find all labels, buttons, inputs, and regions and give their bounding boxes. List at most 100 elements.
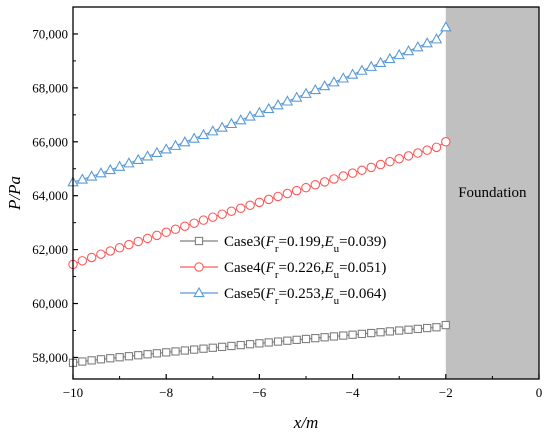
square-marker: [236, 340, 245, 350]
circle-marker: [357, 165, 367, 176]
series-case3: [68, 320, 450, 367]
square-marker: [404, 325, 413, 334]
circle-marker: [301, 182, 311, 193]
square-marker: [385, 327, 395, 336]
triangle-marker: [421, 37, 433, 48]
x-tick-label: −4: [346, 385, 360, 400]
square-marker: [217, 342, 227, 352]
triangle-marker: [160, 143, 172, 154]
square-marker: [78, 357, 87, 366]
square-marker: [339, 331, 348, 340]
triangle-marker: [272, 99, 284, 110]
square-marker: [180, 346, 189, 355]
circle-marker: [77, 256, 88, 266]
square-marker: [87, 356, 96, 365]
y-tick-label: 62,000: [32, 242, 68, 257]
triangle-marker: [430, 33, 443, 44]
circle-marker: [282, 188, 293, 199]
circle-marker: [375, 159, 386, 170]
circle-marker: [291, 185, 302, 196]
circle-marker: [413, 148, 423, 158]
y-tick-label: 70,000: [32, 26, 68, 41]
square-marker: [162, 348, 171, 357]
triangle-marker: [262, 102, 275, 114]
triangle-marker: [151, 146, 163, 158]
square-marker: [423, 323, 432, 333]
triangle-marker: [384, 52, 396, 64]
circle-marker: [86, 252, 97, 263]
triangle-marker: [141, 150, 154, 161]
legend: Case3(Fr=0.199,Eu=0.039) Case4(Fr=0.226,E…: [180, 234, 386, 307]
square-marker: [255, 339, 264, 348]
triangle-marker: [95, 167, 107, 178]
circle-marker: [217, 209, 227, 219]
square-marker: [367, 328, 376, 338]
circle-marker: [319, 177, 330, 187]
triangle-marker: [365, 60, 377, 71]
series-case5: [67, 21, 452, 187]
square-marker: [264, 338, 273, 347]
square-marker: [134, 351, 143, 360]
series-case4: [68, 137, 451, 270]
circle-marker: [245, 200, 255, 211]
y-tick-label: 60,000: [32, 296, 68, 311]
triangle-marker: [132, 153, 144, 165]
triangle-marker: [123, 157, 135, 168]
y-tick-label: 66,000: [32, 134, 68, 149]
series-layer: [67, 21, 452, 367]
circle-marker: [347, 168, 358, 178]
triangle-marker: [207, 125, 219, 136]
y-tick-label: 58,000: [32, 350, 68, 365]
circle-marker: [329, 174, 339, 184]
circle-marker: [254, 197, 265, 208]
circle-marker: [124, 239, 134, 250]
x-axis-label: x/m: [293, 413, 319, 432]
square-marker: [190, 345, 199, 354]
legend-text: Case5(Fr=0.253,Eu=0.064): [224, 286, 386, 307]
triangle-marker: [85, 170, 98, 181]
y-tick-label: 64,000: [32, 188, 68, 203]
circle-marker: [105, 246, 116, 256]
square-marker: [357, 329, 367, 339]
square-marker: [124, 352, 134, 361]
triangle-marker: [188, 132, 200, 143]
triangle-marker: [328, 76, 340, 87]
circle-marker: [441, 137, 451, 147]
circle-marker: [431, 142, 442, 153]
foundation-region: [445, 7, 539, 379]
triangle-marker: [253, 106, 266, 117]
square-marker: [273, 337, 283, 346]
square-marker: [199, 344, 208, 353]
legend-item-case3: Case3(Fr=0.199,Eu=0.039): [180, 234, 386, 255]
x-tick-label: −8: [159, 385, 173, 400]
circle-marker: [226, 206, 237, 216]
square-marker: [348, 330, 357, 339]
square-marker: [115, 353, 124, 362]
square-marker: [143, 350, 152, 359]
y-tick-label: 68,000: [32, 80, 68, 95]
circle-marker: [152, 230, 162, 241]
x-tick-label: 0: [536, 385, 543, 400]
circle-marker: [263, 194, 274, 205]
circle-marker: [208, 212, 218, 222]
triangle-marker: [402, 44, 415, 56]
triangle-marker: [281, 95, 294, 106]
triangle-marker: [318, 79, 331, 91]
square-marker: [194, 236, 204, 246]
square-marker: [441, 320, 450, 330]
square-marker: [292, 335, 301, 344]
square-marker: [106, 354, 115, 363]
circle-marker: [96, 249, 106, 259]
triangle-marker: [169, 139, 182, 150]
foundation-label: Foundation: [458, 185, 527, 201]
triangle-marker: [346, 68, 359, 79]
circle-marker: [194, 262, 204, 272]
square-marker: [432, 323, 441, 332]
triangle-marker: [225, 117, 238, 129]
triangle-marker: [193, 286, 205, 298]
circle-marker: [198, 215, 209, 225]
circle-marker: [114, 243, 125, 253]
triangle-marker: [113, 160, 126, 171]
triangle-marker: [440, 21, 452, 32]
